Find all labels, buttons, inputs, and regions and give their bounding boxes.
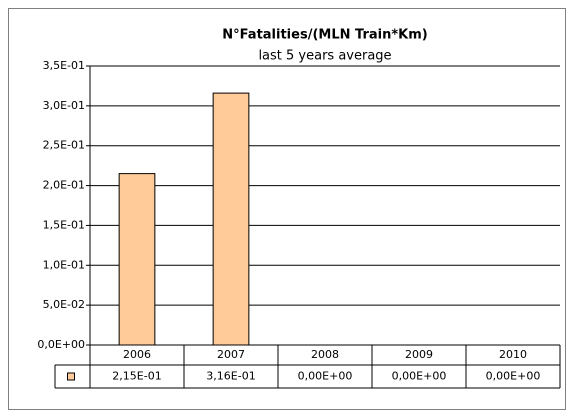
data-table-value: 0,00E+00 <box>298 370 353 383</box>
bar <box>118 173 156 346</box>
x-tick-label: 2007 <box>217 348 245 361</box>
data-table-value: 3,16E-01 <box>206 370 255 383</box>
chart-title: N°Fatalities/(MLN Train*Km) <box>222 28 427 43</box>
x-tick-label: 2008 <box>311 348 339 361</box>
legend-key <box>67 372 75 381</box>
data-table-value: 0,00E+00 <box>486 370 541 383</box>
chart-border <box>8 8 566 410</box>
chart-subtitle: last 5 years average <box>258 49 391 64</box>
x-tick-label: 2009 <box>405 348 433 361</box>
y-tick-label: 3,5E-01 <box>43 59 85 72</box>
y-tick-label: 2,5E-01 <box>43 139 85 152</box>
data-table-value: 0,00E+00 <box>392 370 447 383</box>
x-tick-label: 2010 <box>499 348 527 361</box>
y-tick-label: 3,0E-01 <box>43 99 85 112</box>
x-tick-label: 2006 <box>123 348 151 361</box>
y-tick-label: 0,0E+00 <box>37 338 85 351</box>
y-tick-label: 1,5E-01 <box>43 218 85 231</box>
y-tick-label: 2,0E-01 <box>43 179 85 192</box>
bar <box>212 92 250 346</box>
y-tick-label: 1,0E-01 <box>43 258 85 271</box>
y-tick-label: 5,0E-02 <box>43 298 85 311</box>
data-table-value: 2,15E-01 <box>112 370 161 383</box>
